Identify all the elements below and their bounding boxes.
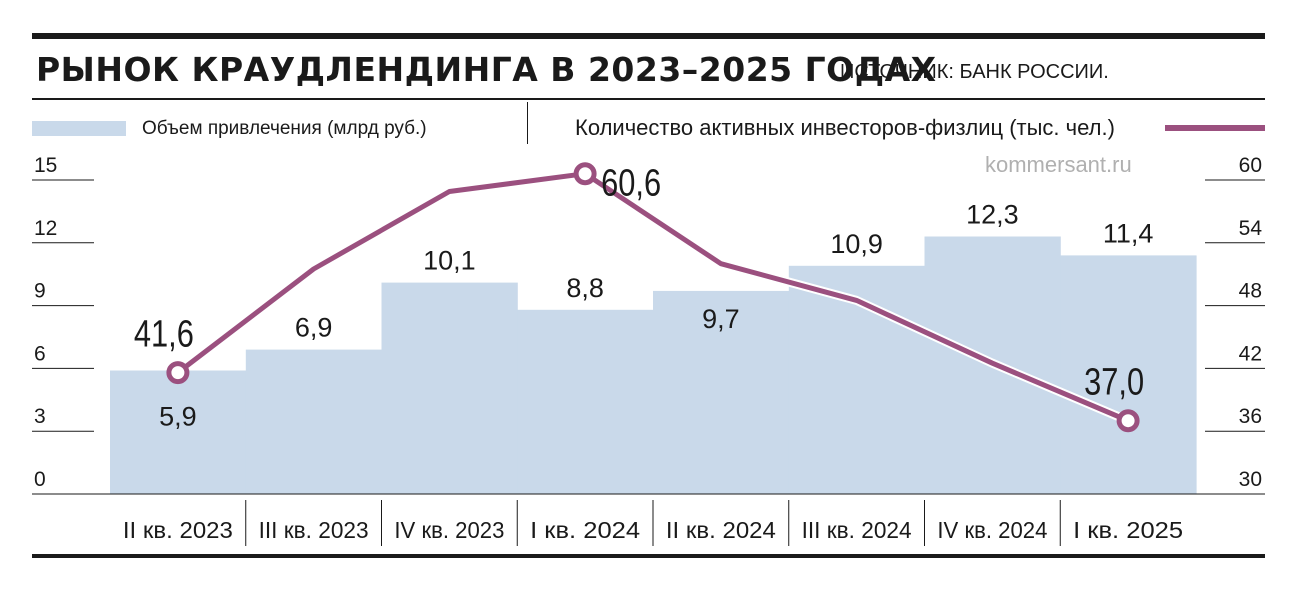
watermark: kommersant.ru [985,152,1132,177]
line-data-label: 37,0 [1084,362,1144,404]
bar [1060,255,1197,494]
series-marker [573,162,597,186]
legend-divider [527,102,528,144]
right-tick-label: 42 [1239,342,1262,365]
x-tick-label: I кв. 2025 [1073,517,1183,543]
left-tick-label: 12 [34,217,57,240]
bar-data-label: 10,9 [830,229,883,259]
series-marker [1116,409,1140,433]
x-tick-label: III кв. 2023 [259,517,369,543]
bar-data-label: 11,4 [1103,218,1154,248]
left-tick-label: 0 [34,468,46,491]
x-tick-label: IV кв. 2023 [394,517,504,543]
bar-data-label: 12,3 [966,200,1019,230]
bar [653,290,790,494]
right-tick-label: 54 [1239,217,1263,240]
line-data-label: 41,6 [134,314,194,356]
line-data-label: 60,6 [601,163,661,205]
bar-data-label: 6,9 [295,313,333,343]
bar [517,309,654,494]
series-line [176,171,1130,424]
bar [110,370,247,494]
source-note: ИСТОЧНИК: БАНК РОССИИ. [840,61,1109,83]
right-tick-label: 30 [1239,468,1262,491]
chart-title: РЫНОК КРАУДЛЕНДИНГА В 2023–2025 ГОДАХ [36,50,937,89]
x-tick-label: I кв. 2024 [530,517,640,543]
bar-data-label: 10,1 [423,246,476,276]
x-tick-label: II кв. 2024 [666,517,776,543]
left-tick-label: 6 [34,342,46,365]
bar [245,349,383,494]
legend-line-swatch [1165,125,1265,131]
legend-bar-label: Объем привлечения (млрд руб.) [142,118,427,139]
series-marker [166,361,190,385]
bottom-rule [32,554,1265,558]
left-tick-label: 9 [34,280,46,303]
right-tick-label: 60 [1239,154,1262,177]
x-tick-label: III кв. 2024 [802,517,912,543]
bar-data-label: 5,9 [159,402,197,432]
bar-data-label: 8,8 [566,273,604,303]
legend-bar-swatch [32,121,126,136]
left-tick-label: 3 [34,405,46,428]
left-tick-label: 15 [34,154,57,177]
x-tick-label: II кв. 2023 [123,517,233,543]
legend-line-label: Количество активных инвесторов-физлиц (т… [575,115,1115,140]
x-tick-label: IV кв. 2024 [937,517,1047,543]
top-rule [32,33,1265,39]
right-tick-label: 48 [1239,280,1262,303]
header-rule [32,98,1265,100]
bar [381,282,518,494]
bar-data-label: 9,7 [702,304,740,334]
right-tick-label: 36 [1239,405,1262,428]
